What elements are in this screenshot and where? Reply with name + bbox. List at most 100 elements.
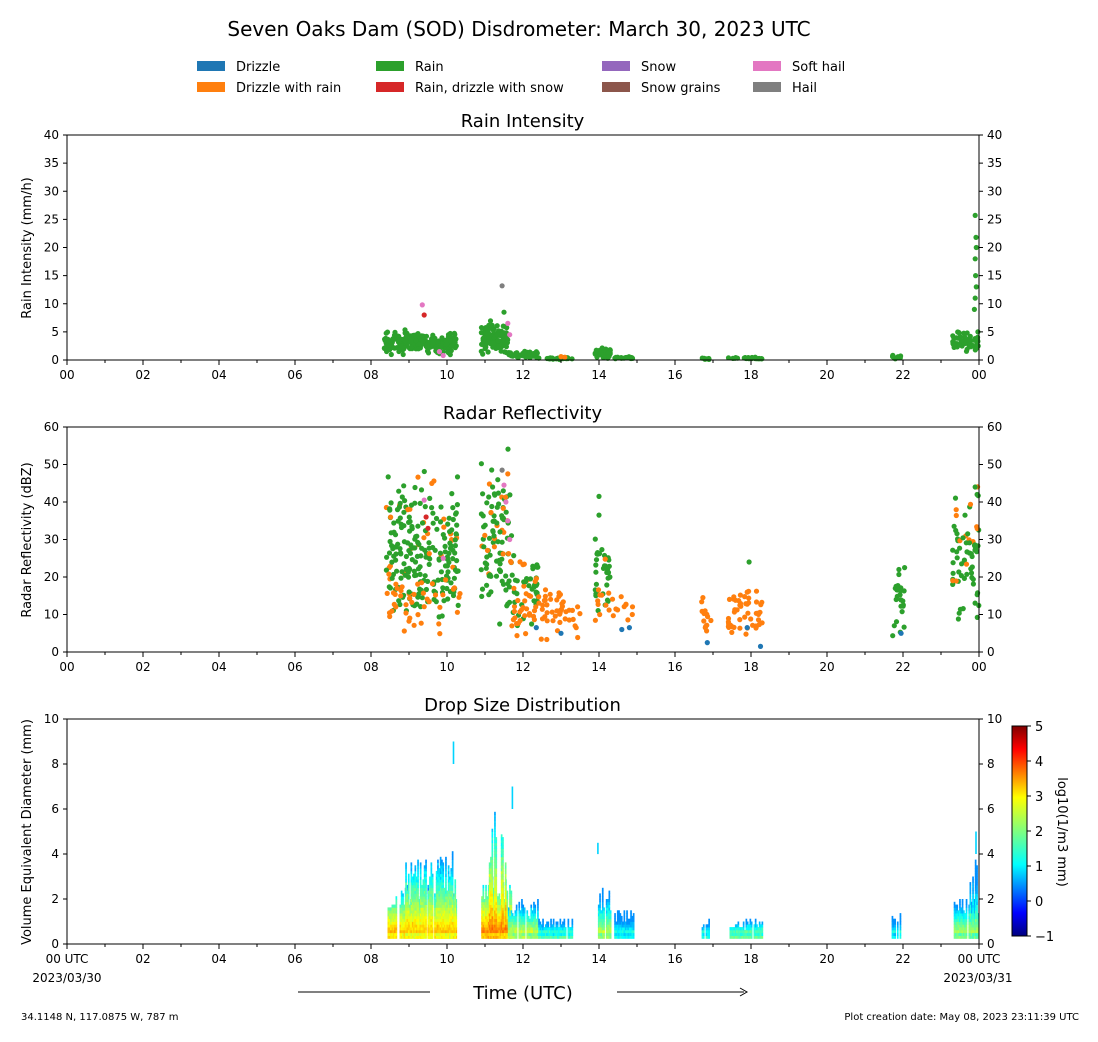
heatmap-cell	[507, 915, 510, 920]
heatmap-cell	[442, 865, 445, 869]
heatmap-cell	[485, 927, 487, 931]
data-point	[401, 561, 407, 567]
heatmap-cell	[450, 910, 453, 914]
heatmap-cell	[455, 935, 458, 939]
data-point	[399, 569, 405, 575]
heatmap-cell	[729, 932, 732, 936]
heatmap-cell	[957, 935, 960, 939]
heatmap-cell	[761, 921, 764, 925]
heatmap-cell	[435, 893, 438, 897]
heatmap-cell	[538, 932, 540, 936]
heatmap-cell	[449, 896, 451, 900]
heatmap-cell	[620, 929, 623, 934]
heatmap-cell	[435, 915, 438, 920]
heatmap-cell	[744, 929, 746, 934]
heatmap-cell	[544, 929, 547, 934]
heatmap-cell	[485, 913, 487, 917]
y-tick-label: 50	[44, 458, 59, 472]
heatmap-cell	[400, 910, 403, 914]
heatmap-cell	[430, 901, 433, 905]
heatmap-cell	[526, 910, 529, 914]
legend-swatch	[753, 82, 781, 92]
heatmap-cell	[487, 893, 490, 897]
heatmap-cell	[399, 924, 402, 928]
heatmap-cell	[497, 913, 499, 917]
heatmap-cell	[971, 910, 973, 914]
heatmap-cell	[754, 935, 757, 939]
heatmap-cell	[971, 915, 973, 920]
x-tick-label: 00	[59, 368, 74, 382]
data-point	[963, 561, 970, 567]
heatmap-cell	[439, 935, 442, 939]
heatmap-cell	[399, 921, 402, 925]
heatmap-cell	[391, 921, 394, 925]
heatmap-cell	[502, 924, 504, 928]
heatmap-cell	[490, 932, 492, 936]
heatmap-cell	[491, 862, 494, 866]
heatmap-cell	[430, 882, 433, 886]
heatmap-cell	[500, 890, 503, 894]
heatmap-cell	[495, 868, 498, 872]
data-point	[737, 617, 743, 623]
data-point	[438, 343, 444, 349]
heatmap-cell	[597, 929, 600, 934]
heatmap-cell	[431, 873, 434, 877]
heatmap-cell	[417, 896, 419, 900]
legend-swatch	[602, 61, 630, 71]
heatmap-cell	[522, 904, 525, 908]
heatmap-cell	[425, 899, 427, 903]
heatmap-cell	[558, 927, 560, 931]
data-point	[526, 592, 532, 599]
heatmap-cell	[550, 932, 552, 936]
data-point	[951, 342, 957, 348]
heatmap-cell	[435, 899, 438, 903]
heatmap-cell	[513, 927, 515, 931]
heatmap-cell	[407, 887, 410, 891]
heatmap-cell	[445, 915, 447, 920]
heatmap-cell	[509, 910, 511, 914]
heatmap-cell	[431, 907, 434, 911]
heatmap-cell	[425, 924, 427, 928]
data-point	[497, 529, 503, 535]
heatmap-cell	[417, 882, 419, 886]
heatmap-cell	[521, 927, 523, 931]
heatmap-cell	[518, 924, 521, 928]
heatmap-cell	[441, 870, 443, 875]
data-point	[969, 575, 975, 581]
heatmap-cell	[567, 921, 570, 925]
heatmap-cell	[391, 910, 394, 914]
heatmap-cell	[425, 896, 427, 900]
heatmap-cell	[447, 882, 450, 886]
heatmap-cell	[971, 932, 973, 936]
heatmap-cell	[746, 929, 749, 934]
heatmap-cell	[391, 915, 394, 920]
heatmap-cell	[603, 932, 605, 936]
heatmap-cell	[510, 915, 513, 920]
heatmap-cell	[447, 913, 450, 917]
heatmap-cell	[411, 890, 414, 894]
heatmap-cell	[552, 929, 555, 934]
heatmap-cell	[450, 935, 453, 939]
heatmap-cell	[410, 913, 413, 917]
heatmap-cell	[601, 901, 604, 905]
heatmap-cell	[425, 904, 427, 908]
data-point	[411, 622, 417, 628]
heatmap-cell	[488, 929, 491, 934]
heatmap-cell	[556, 935, 559, 939]
heatmap-cell	[607, 924, 609, 928]
heatmap-cell	[976, 932, 978, 936]
heatmap-cell	[486, 907, 489, 911]
heatmap-cell	[443, 935, 446, 939]
heatmap-cell	[438, 893, 441, 897]
heatmap-cell	[745, 918, 748, 922]
heatmap-cell	[413, 935, 415, 939]
heatmap-cell	[567, 935, 570, 939]
heatmap-cell	[953, 907, 956, 911]
heatmap-cell	[491, 932, 494, 936]
data-point	[758, 602, 764, 608]
data-point	[552, 613, 558, 619]
heatmap-cell	[403, 910, 406, 914]
heatmap-cell	[406, 915, 409, 920]
heatmap-cell	[499, 929, 502, 934]
